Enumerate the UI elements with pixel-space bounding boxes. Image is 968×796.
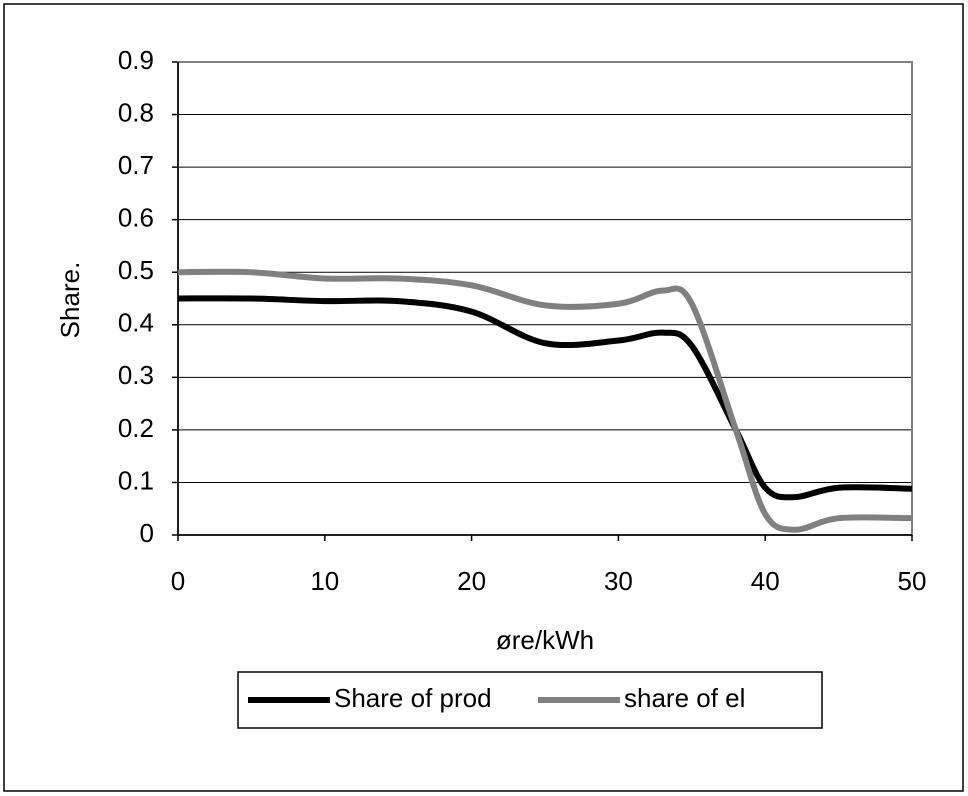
series-line [177, 268, 913, 533]
y-axis-label: Share. [55, 262, 85, 339]
y-tick-label: 0.3 [118, 360, 154, 390]
x-tick-label: 50 [898, 566, 927, 596]
x-tick-label: 0 [171, 566, 185, 596]
y-tick-label: 0.4 [118, 308, 154, 338]
x-tick-label: 10 [310, 566, 339, 596]
legend-label: Share of prod [334, 683, 492, 713]
x-axis-label: øre/kWh [496, 625, 594, 655]
legend-box [237, 671, 823, 729]
series-line [177, 295, 913, 501]
x-tick-label: 40 [751, 566, 780, 596]
y-tick-label: 0.8 [118, 97, 154, 127]
legend-label: share of el [624, 683, 745, 713]
y-tick-label: 0.7 [118, 150, 154, 180]
chart-frame [3, 3, 964, 792]
y-tick-label: 0.6 [118, 203, 154, 233]
y-tick-label: 0 [140, 518, 154, 548]
y-tick-label: 0.9 [118, 45, 154, 75]
x-tick-label: 30 [604, 566, 633, 596]
x-tick-label: 20 [457, 566, 486, 596]
y-tick-label: 0.1 [118, 465, 154, 495]
y-tick-label: 0.2 [118, 413, 154, 443]
y-tick-label: 0.5 [118, 255, 154, 285]
